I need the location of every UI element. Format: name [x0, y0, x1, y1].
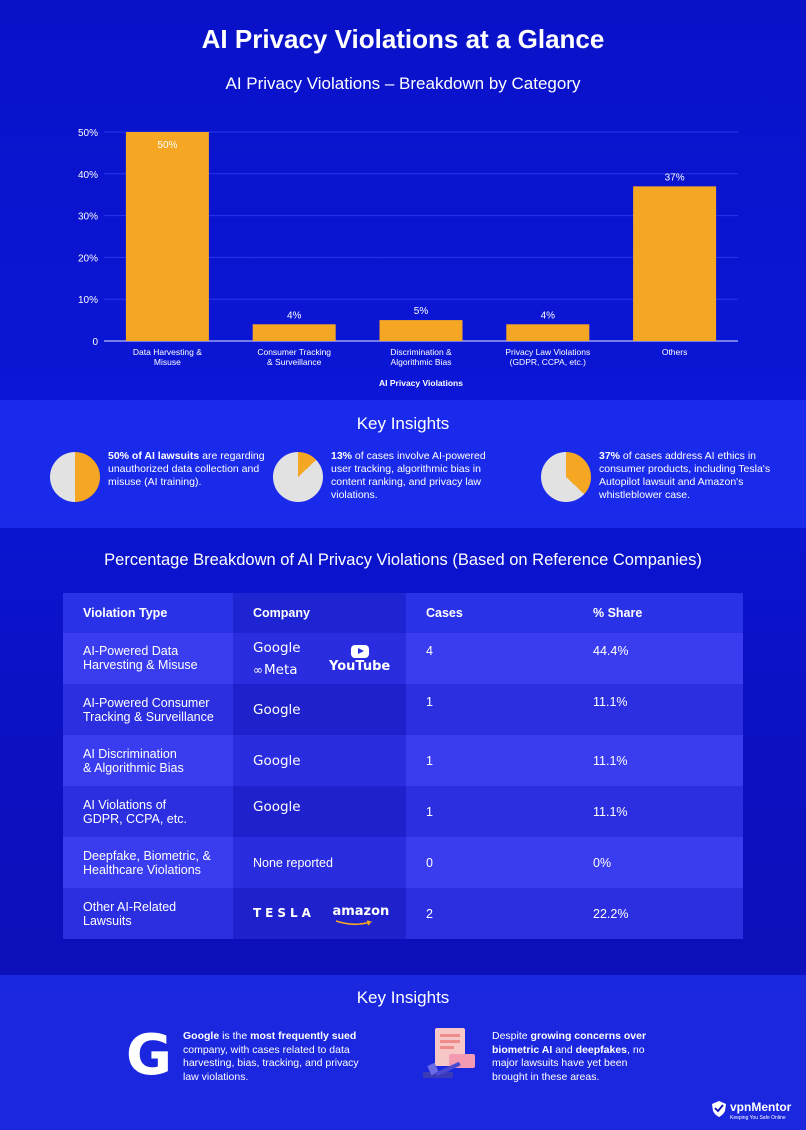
table-header-row: Violation Type Company Cases % Share: [63, 593, 743, 633]
table-title: Percentage Breakdown of AI Privacy Viola…: [104, 551, 702, 569]
x-tick-label: Others: [662, 347, 688, 357]
violation-type-cell: Deepfake, Biometric, & Healthcare Violati…: [63, 837, 233, 888]
google-logo: Google: [253, 798, 301, 815]
violations-table: Violation Type Company Cases % Share AI-…: [63, 593, 743, 939]
share-cell: 22.2%: [573, 888, 743, 939]
company-cell: Google: [233, 735, 406, 786]
meta-infinity-icon: ∞: [253, 662, 263, 677]
insight-text: 13% of cases involve AI-powered user tra…: [331, 450, 486, 501]
brand-logo-text: vpnMentor: [730, 1100, 792, 1114]
cases-cell: 1: [406, 684, 573, 735]
x-tick-label: Consumer Tracking: [257, 347, 331, 357]
x-tick-label: & Surveillance: [267, 357, 322, 367]
data-label: 5%: [414, 306, 429, 317]
x-tick-label: Discrimination &: [390, 347, 452, 357]
insight-card-3: 37% of cases address AI ethics in consum…: [541, 450, 771, 510]
table-row: Deepfake, Biometric, & Healthcare Violati…: [63, 837, 743, 888]
tesla-logo: TESLA: [253, 906, 315, 920]
header-share: % Share: [573, 593, 743, 633]
share-cell: 11.1%: [573, 684, 743, 735]
table-row: AI Discrimination & Algorithmic Bias Goog…: [63, 735, 743, 786]
company-cell: TESLA amazon: [233, 888, 406, 939]
cases-cell: 1: [406, 735, 573, 786]
share-cell: 0%: [573, 837, 743, 888]
y-tick-label: 20%: [78, 253, 98, 264]
key-insights-title: Key Insights: [356, 414, 450, 433]
violation-type-cell: AI-Powered Consumer Tracking & Surveillan…: [63, 684, 233, 735]
biometric-insight-text: Despite growing concerns over biometric …: [492, 1030, 647, 1083]
insight-text: 37% of cases address AI ethics in consum…: [599, 450, 771, 501]
cases-cell: 2: [406, 888, 573, 939]
bar: [633, 186, 717, 341]
x-tick-label: Misuse: [154, 357, 181, 367]
insight-text: 50% of AI lawsuits are regarding unautho…: [108, 450, 265, 488]
table-row: AI-Powered Data Harvesting & Misuse Googl…: [63, 633, 743, 684]
google-insight-text: Google is the most frequently sued compa…: [183, 1030, 359, 1083]
key-insights-band: [0, 400, 806, 528]
violation-type-cell: Other AI-Related Lawsuits: [63, 888, 233, 939]
amazon-logo: amazon: [332, 905, 389, 926]
x-tick-label: Data Harvesting &: [133, 347, 202, 357]
amazon-smile-icon: [336, 920, 374, 926]
brand-tagline: Keeping You Safe Online: [730, 1115, 786, 1121]
y-tick-label: 40%: [78, 170, 98, 181]
insight-card-1: 50% of AI lawsuits are regarding unautho…: [50, 450, 280, 510]
cases-cell: 1: [406, 786, 573, 837]
bar: [379, 320, 463, 341]
share-cell: 11.1%: [573, 786, 743, 837]
company-cell: None reported: [233, 837, 406, 888]
data-label: 4%: [541, 310, 556, 321]
violation-type-cell: AI-Powered Data Harvesting & Misuse: [63, 633, 233, 684]
header-company: Company: [233, 593, 406, 633]
bar-chart: 0 10% 20% 30% 40% 50% 50% Data Harvesting &Misu…: [78, 128, 738, 388]
company-cell: Google: [233, 786, 406, 837]
google-g-icon: G: [126, 1023, 172, 1088]
header-violation-type: Violation Type: [63, 593, 233, 633]
cases-cell: 0: [406, 837, 573, 888]
google-logo: Google: [253, 639, 301, 656]
insight-card-2: 13% of cases involve AI-powered user tra…: [273, 450, 503, 510]
bar: [252, 324, 336, 341]
bar: [506, 324, 590, 341]
youtube-play-icon: [350, 644, 369, 658]
google-logo: Google: [253, 701, 301, 718]
company-cell: Google: [233, 684, 406, 735]
x-tick-label: Algorithmic Bias: [391, 357, 452, 367]
share-cell: 44.4%: [573, 633, 743, 684]
bar: [125, 132, 209, 341]
pie-icon: [273, 452, 323, 502]
youtube-logo: YouTube: [329, 644, 390, 674]
table-row: Other AI-Related Lawsuits TESLA amazon 2 …: [63, 888, 743, 939]
y-tick-label: 30%: [78, 212, 98, 223]
y-tick-label: 10%: [78, 295, 98, 306]
data-label: 50%: [157, 140, 177, 151]
bottom-insights-band: [0, 975, 806, 1130]
meta-logo: ∞Meta: [253, 661, 298, 678]
bottom-insights-title: Key Insights: [356, 988, 450, 1007]
page-title: AI Privacy Violations at a Glance: [201, 24, 605, 54]
y-tick-label: 50%: [78, 128, 98, 139]
pie-icon: [50, 452, 100, 502]
header-cases: Cases: [406, 593, 573, 633]
data-label: 37%: [665, 172, 685, 183]
x-tick-label: (GDPR, CCPA, etc.): [510, 357, 587, 367]
company-cell: Google ∞Meta YouTube: [233, 633, 406, 684]
google-logo: Google: [253, 752, 301, 769]
violation-type-cell: AI Discrimination & Algorithmic Bias: [63, 735, 233, 786]
data-label: 4%: [287, 310, 302, 321]
vpnmentor-shield-icon: [712, 1101, 726, 1117]
table-row: AI Violations of GDPR, CCPA, etc. Google …: [63, 786, 743, 837]
lawsuit-gavel-icon: [423, 1028, 475, 1078]
x-tick-label: Privacy Law Violations: [505, 347, 590, 357]
pie-icon: [541, 452, 591, 502]
table-row: AI-Powered Consumer Tracking & Surveillan…: [63, 684, 743, 735]
chart-title: AI Privacy Violations – Breakdown by Cat…: [225, 74, 581, 93]
y-tick-label: 0: [92, 337, 98, 348]
x-axis-label: AI Privacy Violations: [379, 378, 463, 388]
cases-cell: 4: [406, 633, 573, 684]
violation-type-cell: AI Violations of GDPR, CCPA, etc.: [63, 786, 233, 837]
share-cell: 11.1%: [573, 735, 743, 786]
